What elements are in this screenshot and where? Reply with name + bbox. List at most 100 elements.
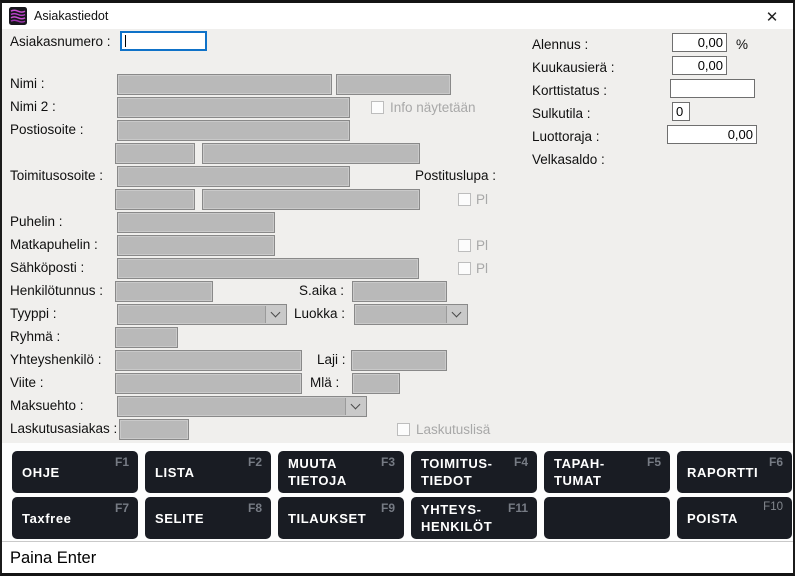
fkey-label: F8	[247, 501, 262, 515]
kuukausiera-label: Kuukausierä :	[532, 60, 615, 75]
nimi-label: Nimi :	[10, 76, 45, 91]
laji-label: Laji :	[317, 352, 346, 367]
saika-label: S.aika :	[299, 283, 345, 298]
status-bar: Paina Enter	[2, 541, 793, 573]
mla-label: Mlä :	[310, 375, 340, 390]
toimitus-postitoimipaikka-input	[202, 189, 420, 210]
asiakasnumero-input[interactable]	[120, 31, 207, 51]
ryhma-label: Ryhmä :	[10, 329, 61, 344]
yhteyshenkilo-input	[115, 350, 302, 371]
sulkutila-input[interactable]: 0	[672, 102, 690, 121]
luottoraja-label: Luottoraja :	[532, 129, 600, 144]
postiosoite-input	[117, 120, 350, 141]
laskutusasiakas-input	[119, 419, 189, 440]
henkilotunnus-input	[115, 281, 213, 302]
fkey-label: F3	[380, 455, 395, 469]
mla-input	[352, 373, 400, 394]
postituslupa-pl-checkbox	[458, 193, 471, 206]
henkilotunnus-label: Henkilötunnus :	[10, 283, 104, 298]
korttistatus-input[interactable]	[670, 79, 755, 98]
postinumero-input	[115, 143, 195, 164]
fkey-label: F11	[507, 501, 528, 515]
fkey-label: F2	[247, 455, 262, 469]
fkey-label: F5	[646, 455, 661, 469]
close-icon[interactable]: ✕	[763, 8, 781, 26]
laskutuslisa-checkbox	[397, 423, 410, 436]
puhelin-input	[117, 212, 275, 233]
titlebar: Asiakastiedot ✕	[2, 3, 793, 29]
fkey-label: F1	[114, 455, 129, 469]
selite-button[interactable]: SELITE F8	[145, 497, 271, 539]
tyyppi-label: Tyyppi :	[10, 306, 57, 321]
fkey-label: F9	[380, 501, 395, 515]
luokka-label: Luokka :	[294, 306, 346, 321]
laskutuslisa-label: Laskutuslisä	[416, 422, 491, 437]
nimi-extra-input	[336, 74, 451, 95]
status-text: Paina Enter	[10, 548, 97, 567]
kuukausiera-input[interactable]: 0,00	[672, 56, 727, 75]
laji-input	[351, 350, 447, 371]
nimi2-input	[117, 97, 350, 118]
tilaukset-button[interactable]: TILAUKSET F9	[278, 497, 404, 539]
toimitusosoite-input	[117, 166, 350, 187]
postiosoite-label: Postiosoite :	[10, 122, 84, 137]
chevron-down-icon	[265, 306, 285, 323]
luottoraja-input[interactable]: 0,00	[667, 125, 757, 144]
info-naytetaan-checkbox	[371, 101, 384, 114]
alennus-label: Alennus :	[532, 37, 589, 52]
postituslupa-label: Postituslupa :	[415, 168, 497, 183]
yhteyshenkilo-label: Yhteyshenkilö :	[10, 352, 102, 367]
ryhma-input	[115, 327, 178, 348]
viite-input	[115, 373, 302, 394]
nimi-input	[117, 74, 332, 95]
app-logo-icon	[9, 7, 27, 25]
toimitusosoite-label: Toimitusosoite :	[10, 168, 104, 183]
yhteyshenkilot-button[interactable]: YHTEYS- HENKILÖT F11	[411, 497, 537, 539]
alennus-percent-suffix: %	[736, 37, 749, 52]
taxfree-button[interactable]: Taxfree F7	[12, 497, 138, 539]
tapahtumat-button[interactable]: TAPAH- TUMAT F5	[544, 451, 670, 493]
ohje-button[interactable]: OHJE F1	[12, 451, 138, 493]
puhelin-label: Puhelin :	[10, 214, 63, 229]
matkapuhelin-input	[117, 235, 275, 256]
luokka-dropdown	[354, 304, 468, 325]
laskutusasiakas-label: Laskutusasiakas :	[10, 421, 118, 436]
matkapuhelin-pl-label: Pl	[476, 238, 489, 253]
info-naytetaan-label: Info näytetään	[390, 100, 476, 115]
saika-input	[352, 281, 447, 302]
sahkoposti-label: Sähköposti :	[10, 260, 85, 275]
fkey-label: F6	[768, 455, 783, 469]
tyyppi-dropdown	[117, 304, 287, 325]
toimitustiedot-button[interactable]: TOIMITUS- TIEDOT F4	[411, 451, 537, 493]
fkey-label: F7	[114, 501, 129, 515]
fkey-label: F10	[763, 501, 783, 513]
raportti-button[interactable]: RAPORTTI F6	[677, 451, 792, 493]
maksuehto-dropdown	[117, 396, 367, 417]
nimi2-label: Nimi 2 :	[10, 99, 56, 114]
matkapuhelin-label: Matkapuhelin :	[10, 237, 98, 252]
alennus-input[interactable]: 0,00	[672, 33, 727, 52]
text-caret	[125, 35, 126, 47]
chevron-down-icon	[446, 306, 466, 323]
postitoimipaikka-input	[202, 143, 420, 164]
viite-label: Viite :	[10, 375, 44, 390]
sahkoposti-pl-checkbox	[458, 262, 471, 275]
window-title: Asiakastiedot	[34, 9, 109, 23]
sahkoposti-pl-label: Pl	[476, 261, 489, 276]
sulkutila-label: Sulkutila :	[532, 106, 591, 121]
maksuehto-label: Maksuehto :	[10, 398, 84, 413]
asiakasnumero-label: Asiakasnumero :	[10, 34, 111, 49]
korttistatus-label: Korttistatus :	[532, 83, 608, 98]
lista-button[interactable]: LISTA F2	[145, 451, 271, 493]
velkasaldo-label: Velkasaldo :	[532, 152, 605, 167]
toimitus-postinumero-input	[115, 189, 195, 210]
sahkoposti-input	[117, 258, 419, 279]
muuta-tietoja-button[interactable]: MUUTA TIETOJA F3	[278, 451, 404, 493]
poista-button[interactable]: POISTA F10	[677, 497, 792, 539]
matkapuhelin-pl-checkbox	[458, 239, 471, 252]
fkey-label: F4	[513, 455, 528, 469]
function-button-panel: OHJE F1 LISTA F2 MUUTA TIETOJA F3 TOIMIT…	[2, 443, 793, 543]
postituslupa-pl-label: Pl	[476, 192, 489, 207]
empty-button[interactable]	[544, 497, 670, 539]
